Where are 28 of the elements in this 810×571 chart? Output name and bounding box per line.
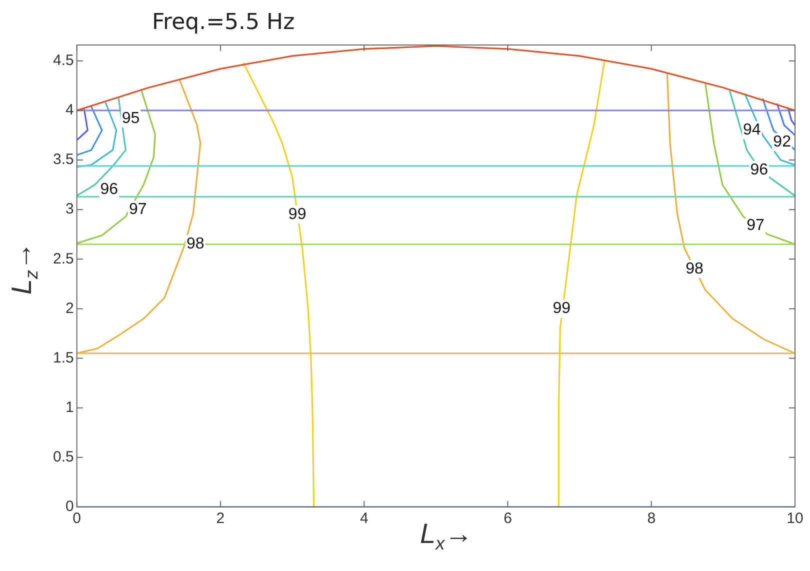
annotation: 95 bbox=[122, 110, 140, 127]
x-axis-title: L$_{x}$→ bbox=[420, 518, 473, 555]
y-tick-label: 0 bbox=[66, 498, 74, 516]
x-tick-label: 8 bbox=[647, 510, 656, 528]
annotation: 97 bbox=[746, 216, 764, 234]
annotation: 99 bbox=[288, 206, 306, 223]
annotation: 92 bbox=[773, 134, 792, 151]
x-tick-label: 2 bbox=[216, 510, 225, 528]
y-tick-label: 2 bbox=[66, 300, 74, 317]
chart-title: Freq.=5.5 Hz bbox=[152, 10, 295, 35]
x-tick-label: 4 bbox=[360, 510, 368, 528]
annotation: 94 bbox=[743, 122, 761, 139]
annotation: 97 bbox=[128, 200, 147, 218]
y-tick-label: 0.5 bbox=[52, 448, 74, 466]
x-tick-label: 10 bbox=[786, 510, 804, 528]
annotation: 99 bbox=[552, 300, 571, 318]
y-tick-label: 1.5 bbox=[52, 349, 74, 366]
annotation: 98 bbox=[686, 260, 704, 278]
annotation: 96 bbox=[750, 161, 768, 178]
x-tick-label: 6 bbox=[504, 510, 512, 528]
y-tick-label: 4 bbox=[66, 102, 74, 119]
annotation: 96 bbox=[100, 181, 118, 198]
y-tick-label: 3 bbox=[66, 200, 74, 218]
y-tick-label: 3.5 bbox=[52, 151, 74, 168]
y-tick-label: 1 bbox=[66, 399, 74, 416]
annotation: 98 bbox=[186, 236, 204, 253]
y-tick-label: 4.5 bbox=[52, 52, 74, 70]
y-tick-label: 2.5 bbox=[52, 250, 74, 268]
